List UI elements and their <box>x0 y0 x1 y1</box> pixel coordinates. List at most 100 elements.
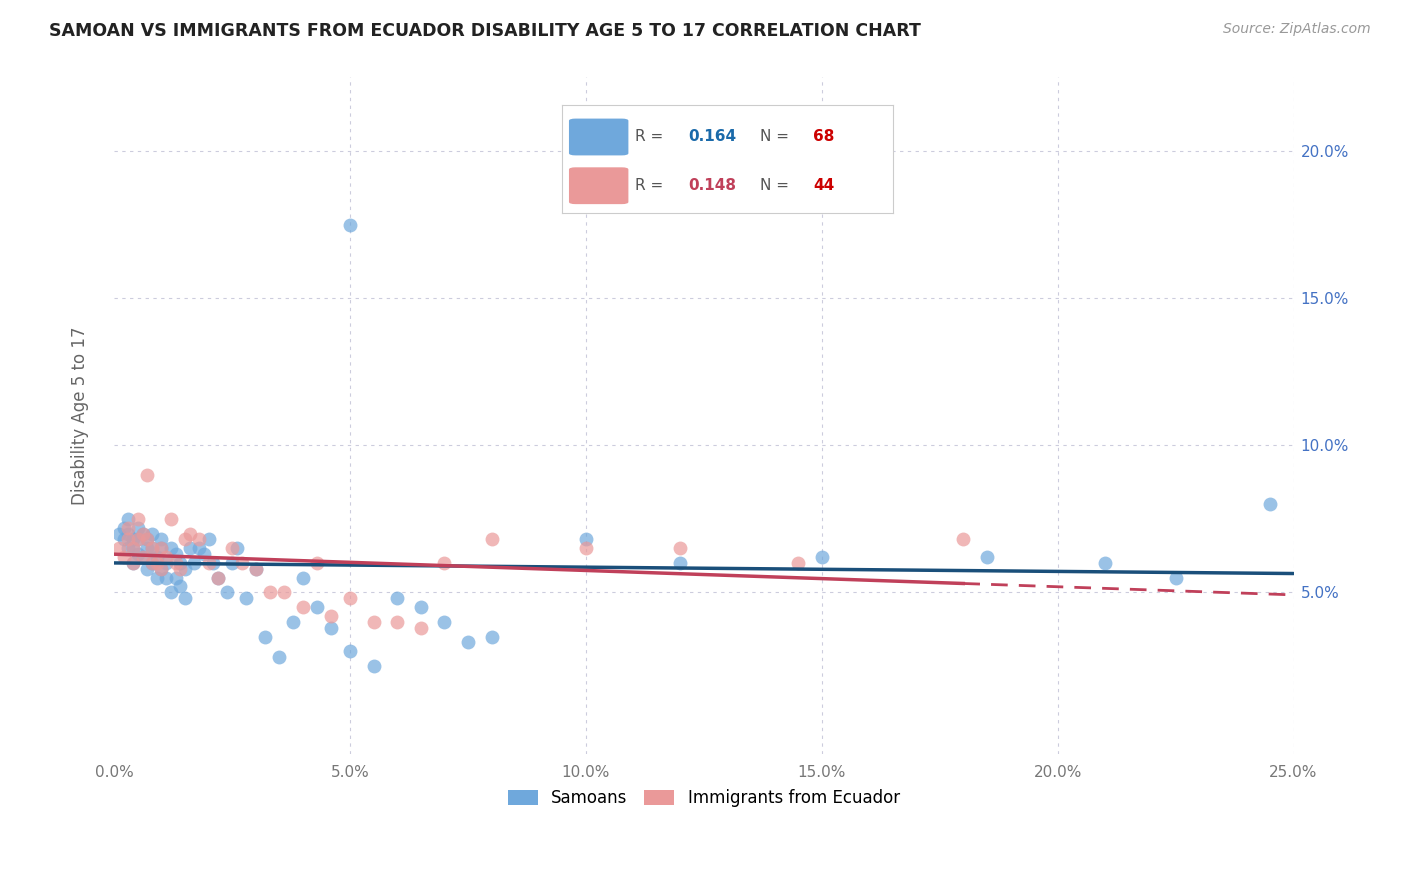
Point <box>245 562 267 576</box>
Point <box>117 512 139 526</box>
Point <box>150 562 173 576</box>
Point <box>387 615 409 629</box>
Point <box>339 218 361 232</box>
Point <box>259 585 281 599</box>
Point <box>245 562 267 576</box>
Point <box>221 541 243 556</box>
Point <box>127 533 149 547</box>
Point <box>179 541 201 556</box>
Point <box>433 615 456 629</box>
Point <box>122 541 145 556</box>
Point <box>150 533 173 547</box>
Point <box>307 556 329 570</box>
Point <box>481 630 503 644</box>
Text: Source: ZipAtlas.com: Source: ZipAtlas.com <box>1223 22 1371 37</box>
Point <box>363 659 385 673</box>
Point <box>117 526 139 541</box>
Point <box>433 556 456 570</box>
Point <box>1164 571 1187 585</box>
Point <box>481 533 503 547</box>
Point <box>207 571 229 585</box>
Point <box>291 600 314 615</box>
Point <box>174 533 197 547</box>
Point <box>141 556 163 570</box>
Point <box>409 621 432 635</box>
Point <box>321 608 343 623</box>
Point <box>575 541 598 556</box>
Point <box>141 526 163 541</box>
Point <box>155 550 177 565</box>
Point <box>131 526 153 541</box>
Y-axis label: Disability Age 5 to 17: Disability Age 5 to 17 <box>72 326 89 505</box>
Point <box>155 556 177 570</box>
Point <box>112 533 135 547</box>
Point <box>231 556 253 570</box>
Point <box>136 533 159 547</box>
Point <box>108 541 131 556</box>
Point <box>952 533 974 547</box>
Point <box>1094 556 1116 570</box>
Point <box>291 571 314 585</box>
Point <box>108 526 131 541</box>
Point <box>165 547 187 561</box>
Point <box>150 562 173 576</box>
Point <box>117 541 139 556</box>
Point <box>235 591 257 606</box>
Point <box>136 562 159 576</box>
Point <box>122 533 145 547</box>
Point <box>136 533 159 547</box>
Point <box>183 556 205 570</box>
Point <box>217 585 239 599</box>
Point <box>131 550 153 565</box>
Text: SAMOAN VS IMMIGRANTS FROM ECUADOR DISABILITY AGE 5 TO 17 CORRELATION CHART: SAMOAN VS IMMIGRANTS FROM ECUADOR DISABI… <box>49 22 921 40</box>
Point <box>283 615 305 629</box>
Point <box>363 615 385 629</box>
Point <box>976 550 998 565</box>
Point <box>131 526 153 541</box>
Point <box>112 550 135 565</box>
Point <box>141 541 163 556</box>
Point <box>117 533 139 547</box>
Point <box>787 556 810 570</box>
Point <box>339 591 361 606</box>
Point <box>165 556 187 570</box>
Point <box>150 541 173 556</box>
Point <box>131 550 153 565</box>
Point <box>160 541 183 556</box>
Point <box>202 556 225 570</box>
Point <box>117 521 139 535</box>
Point <box>575 533 598 547</box>
Point <box>169 556 191 570</box>
Point <box>669 556 692 570</box>
Point <box>136 541 159 556</box>
Point <box>145 556 167 570</box>
Point <box>169 562 191 576</box>
Point <box>127 547 149 561</box>
Point <box>127 533 149 547</box>
Point <box>221 556 243 570</box>
Point <box>122 541 145 556</box>
Point <box>169 579 191 593</box>
Point <box>150 541 173 556</box>
Point <box>307 600 329 615</box>
Point <box>174 562 197 576</box>
Point <box>457 635 479 649</box>
Point <box>273 585 295 599</box>
Point <box>193 547 215 561</box>
Point <box>160 512 183 526</box>
Point <box>145 571 167 585</box>
Point <box>225 541 247 556</box>
Point <box>145 550 167 565</box>
Point <box>321 621 343 635</box>
Point <box>207 571 229 585</box>
Point <box>188 533 211 547</box>
Point <box>669 541 692 556</box>
Point <box>155 571 177 585</box>
Point <box>810 550 832 565</box>
Point <box>1258 497 1281 511</box>
Point <box>141 556 163 570</box>
Point <box>174 591 197 606</box>
Point <box>269 650 291 665</box>
Point <box>254 630 277 644</box>
Legend: Samoans, Immigrants from Ecuador: Samoans, Immigrants from Ecuador <box>502 782 907 814</box>
